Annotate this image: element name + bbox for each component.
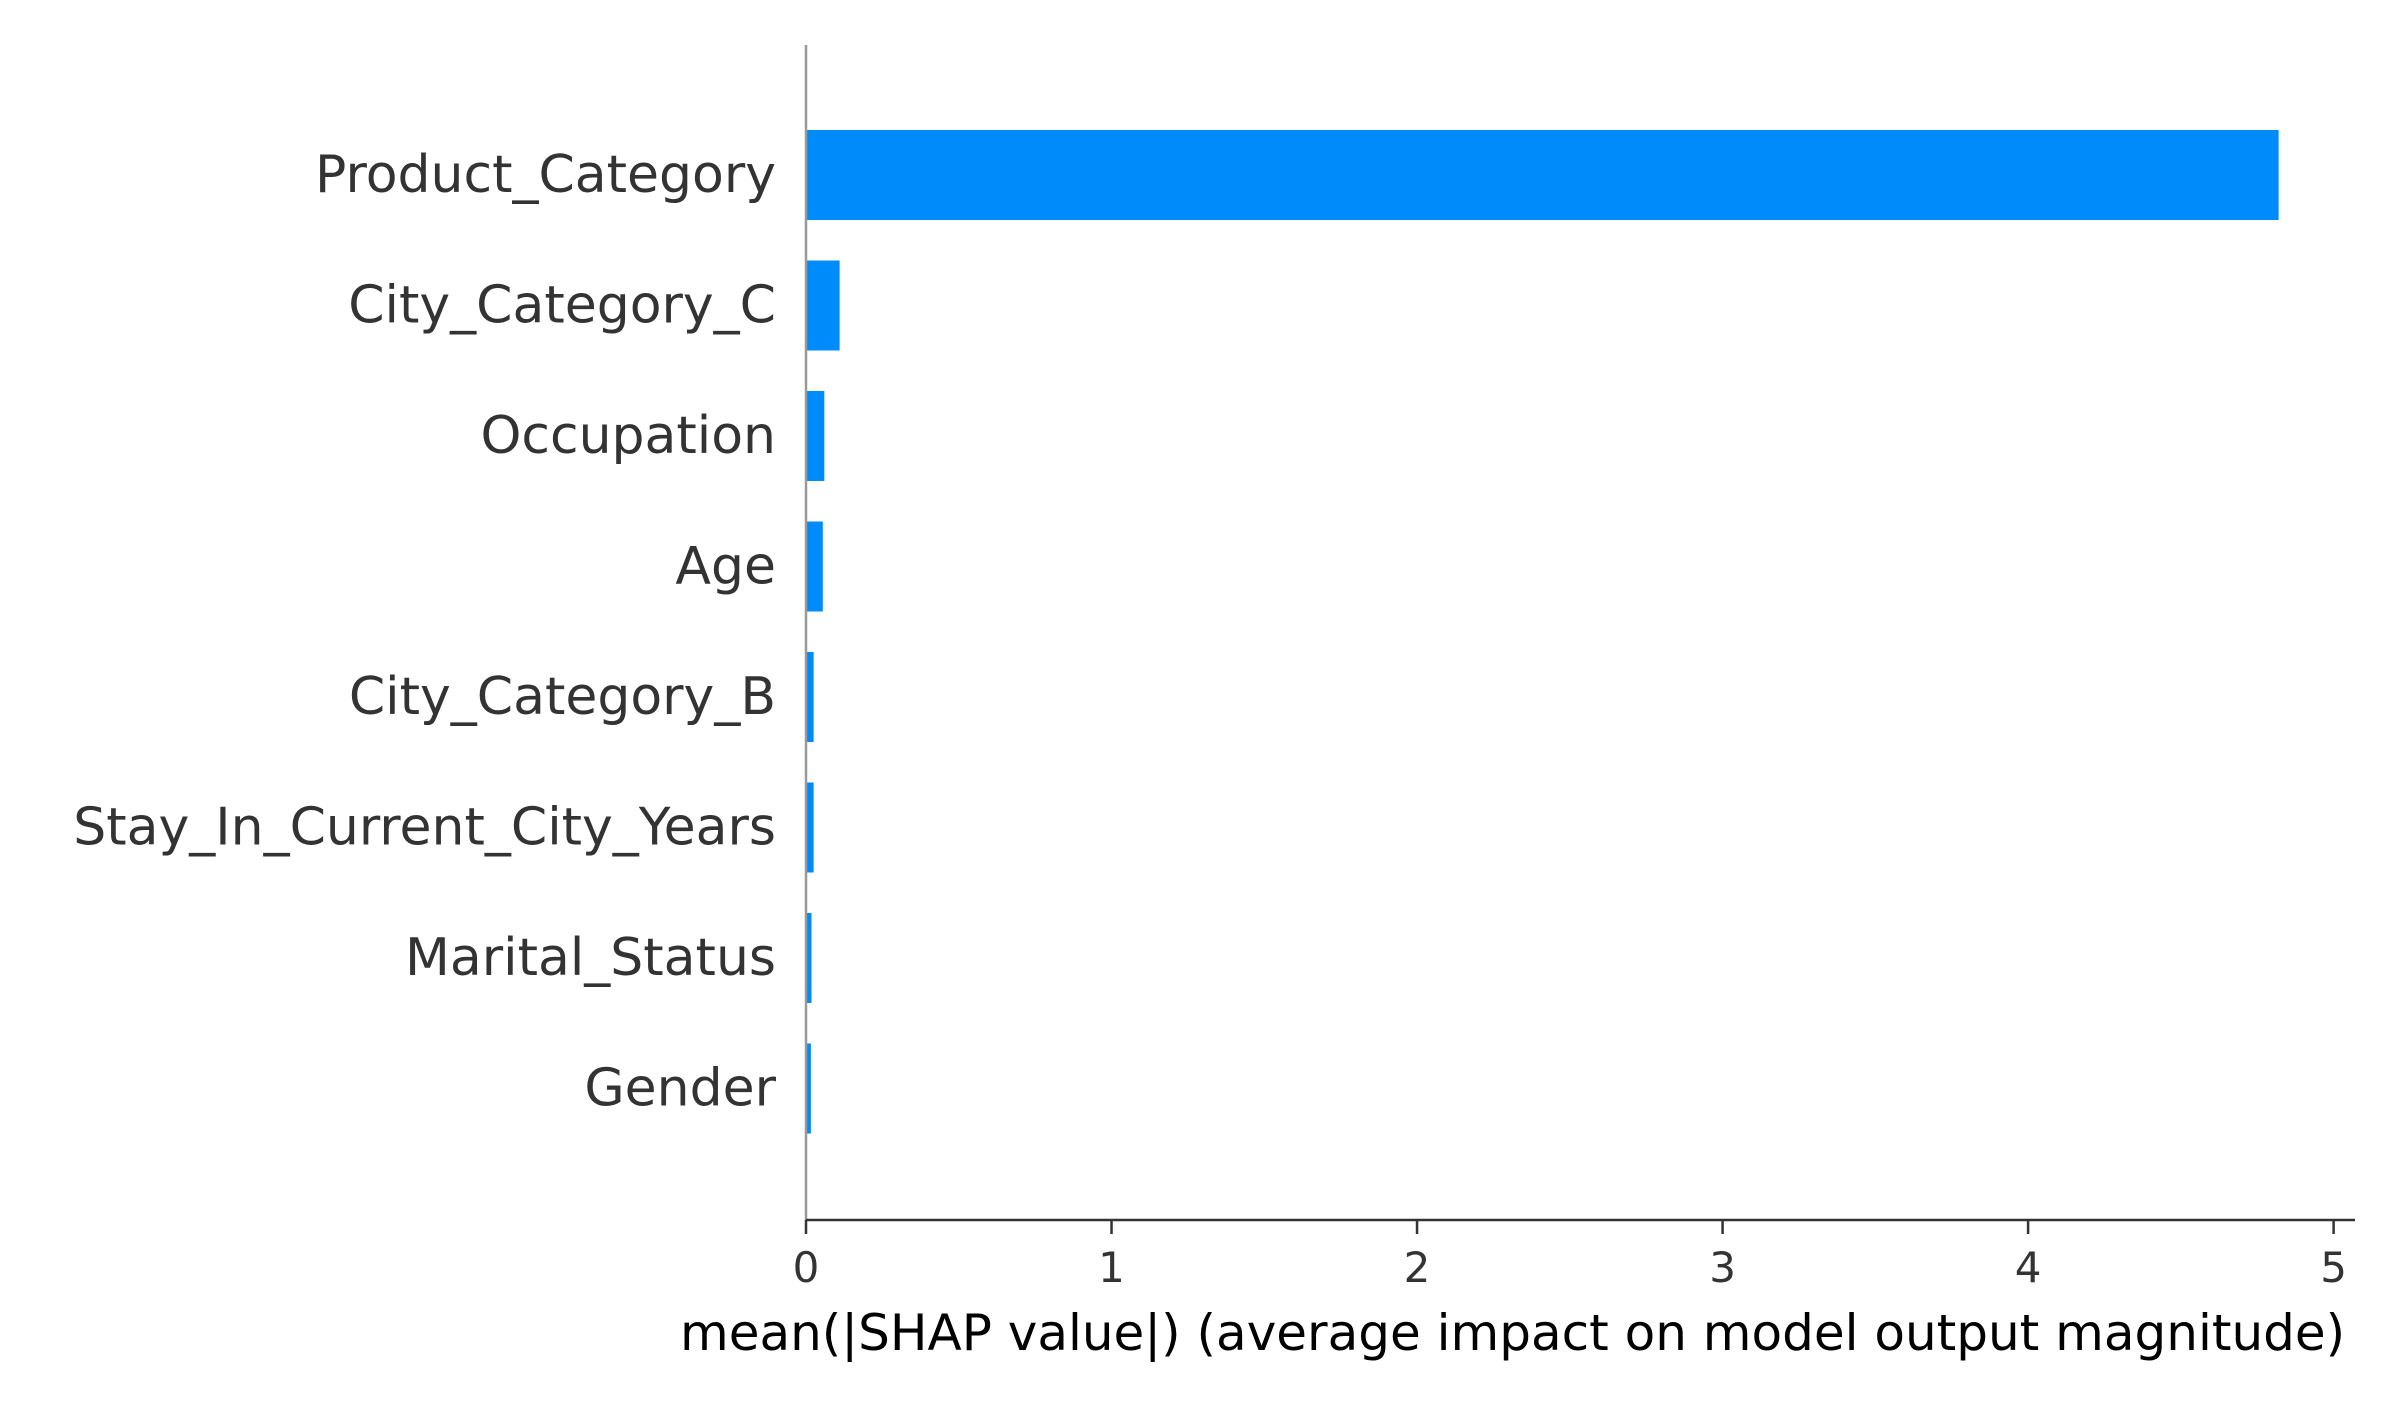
x-ticks: 0 1 2 3 4 5 — [793, 1220, 2347, 1292]
x-tick-label: 2 — [1404, 1243, 1431, 1292]
category-labels: Product_Category City_Category_C Occupatio… — [73, 145, 776, 1119]
category-label: Marital_Status — [405, 928, 776, 988]
category-label: Age — [675, 537, 776, 597]
bars-layer — [806, 130, 2279, 1134]
category-label: City_Category_B — [349, 667, 776, 727]
bar-city-category-b — [806, 652, 814, 742]
category-label: Occupation — [480, 406, 776, 466]
category-label: City_Category_C — [348, 276, 776, 336]
bar-product-category — [806, 130, 2279, 220]
category-label: Gender — [584, 1059, 776, 1119]
bar-stay-in-current-city-years — [806, 782, 814, 873]
bar-city-category-c — [806, 260, 840, 351]
bar-age — [806, 521, 823, 612]
category-label: Stay_In_Current_City_Years — [73, 798, 776, 858]
x-tick-label: 0 — [793, 1243, 820, 1292]
bar-gender — [806, 1043, 811, 1134]
x-tick-label: 3 — [1709, 1243, 1736, 1292]
x-axis-label: mean(|SHAP value|) (average impact on mo… — [680, 1304, 2345, 1362]
bar-occupation — [806, 391, 825, 481]
x-tick-label: 1 — [1098, 1243, 1125, 1292]
x-tick-label: 4 — [2015, 1243, 2042, 1292]
category-label: Product_Category — [315, 145, 776, 205]
bar-marital-status — [806, 913, 812, 1003]
x-tick-label: 5 — [2320, 1243, 2347, 1292]
